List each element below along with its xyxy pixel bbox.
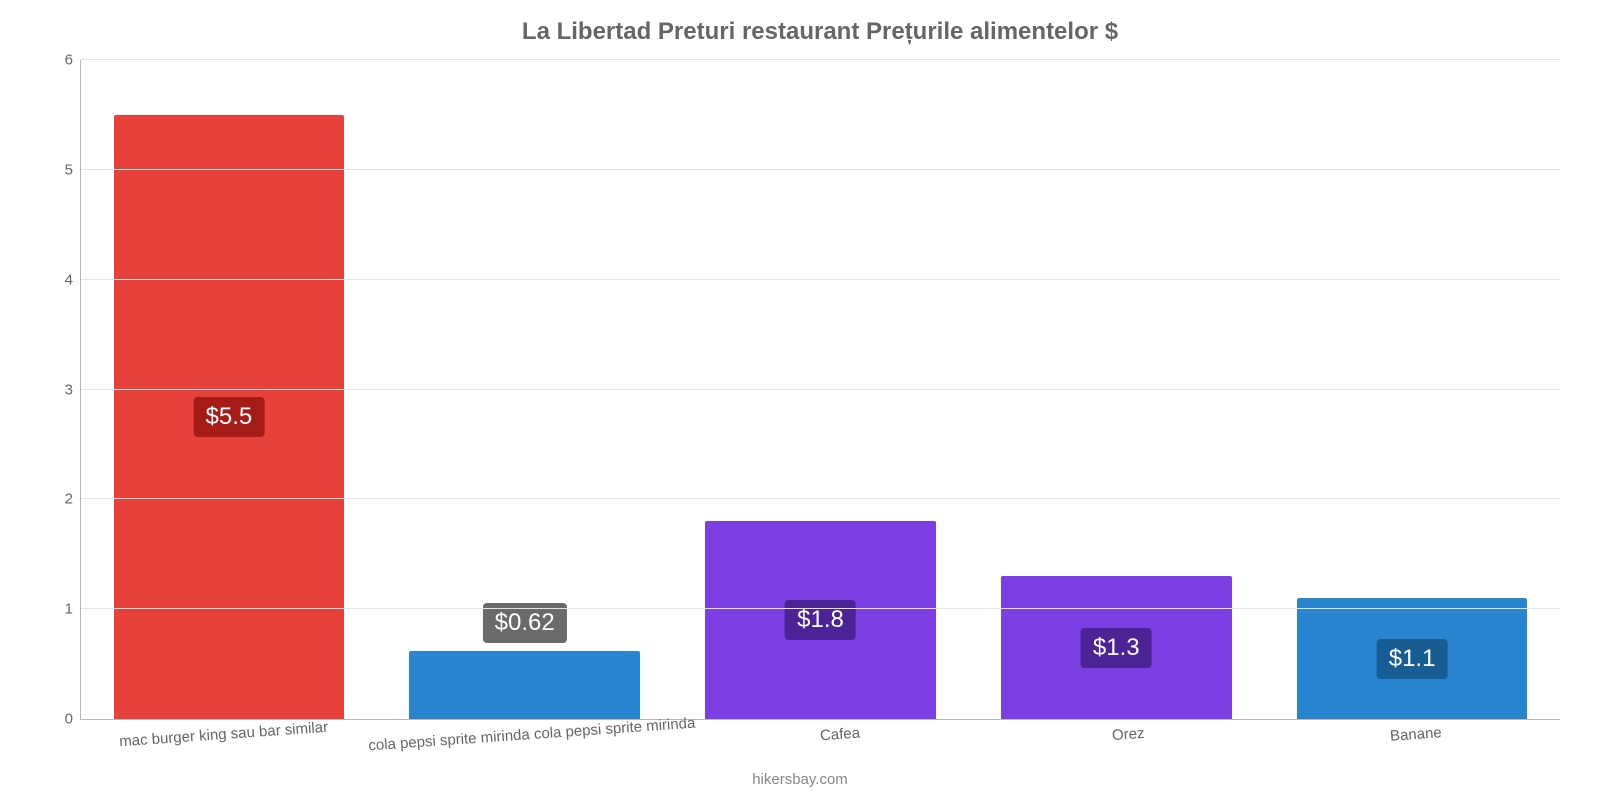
bars-row: $5.5 $0.62 $1.8 $1.3 $1.1 (81, 60, 1560, 719)
x-axis-label: Banane (1272, 726, 1560, 743)
chart-title: La Libertad Preturi restaurant Prețurile… (80, 10, 1560, 60)
bar-slot: $1.1 (1264, 60, 1560, 719)
gridline (81, 389, 1560, 390)
x-axis-label: Orez (984, 726, 1272, 743)
bar-slot: $1.3 (968, 60, 1264, 719)
bar-slot: $5.5 (81, 60, 377, 719)
x-axis-labels: mac burger king sau bar similarcola peps… (80, 726, 1560, 743)
bar: $1.1 (1297, 598, 1528, 719)
gridline (81, 279, 1560, 280)
price-bar-chart: La Libertad Preturi restaurant Prețurile… (0, 0, 1600, 800)
y-tick-label: 4 (43, 271, 73, 288)
x-axis-label: Cafea (696, 726, 984, 743)
gridline (81, 169, 1560, 170)
bar: $1.3 (1001, 576, 1232, 719)
y-tick-label: 2 (43, 491, 73, 508)
bar-value-label: $1.1 (1377, 639, 1448, 679)
bar-value-label: $5.5 (194, 397, 265, 437)
plot-area: $5.5$0.62$1.8$1.3$1.1 0123456 (80, 60, 1560, 720)
y-tick-label: 6 (43, 52, 73, 69)
y-tick-label: 1 (43, 601, 73, 618)
bar: $0.62 (409, 651, 640, 719)
bar-value-label: $1.8 (785, 600, 856, 640)
y-tick-label: 0 (43, 711, 73, 728)
bar-slot: $0.62 (377, 60, 673, 719)
bar: $1.8 (705, 521, 936, 719)
bar: $5.5 (114, 115, 345, 719)
bar-value-label: $1.3 (1081, 628, 1152, 668)
gridline (81, 498, 1560, 499)
x-axis-label: mac burger king sau bar similar (80, 726, 368, 743)
y-tick-label: 3 (43, 381, 73, 398)
bar-slot: $1.8 (673, 60, 969, 719)
attribution-text: hikersbay.com (0, 771, 1600, 788)
gridline (81, 608, 1560, 609)
x-axis-label: cola pepsi sprite mirinda cola pepsi spr… (368, 726, 696, 743)
gridline (81, 59, 1560, 60)
y-tick-label: 5 (43, 161, 73, 178)
